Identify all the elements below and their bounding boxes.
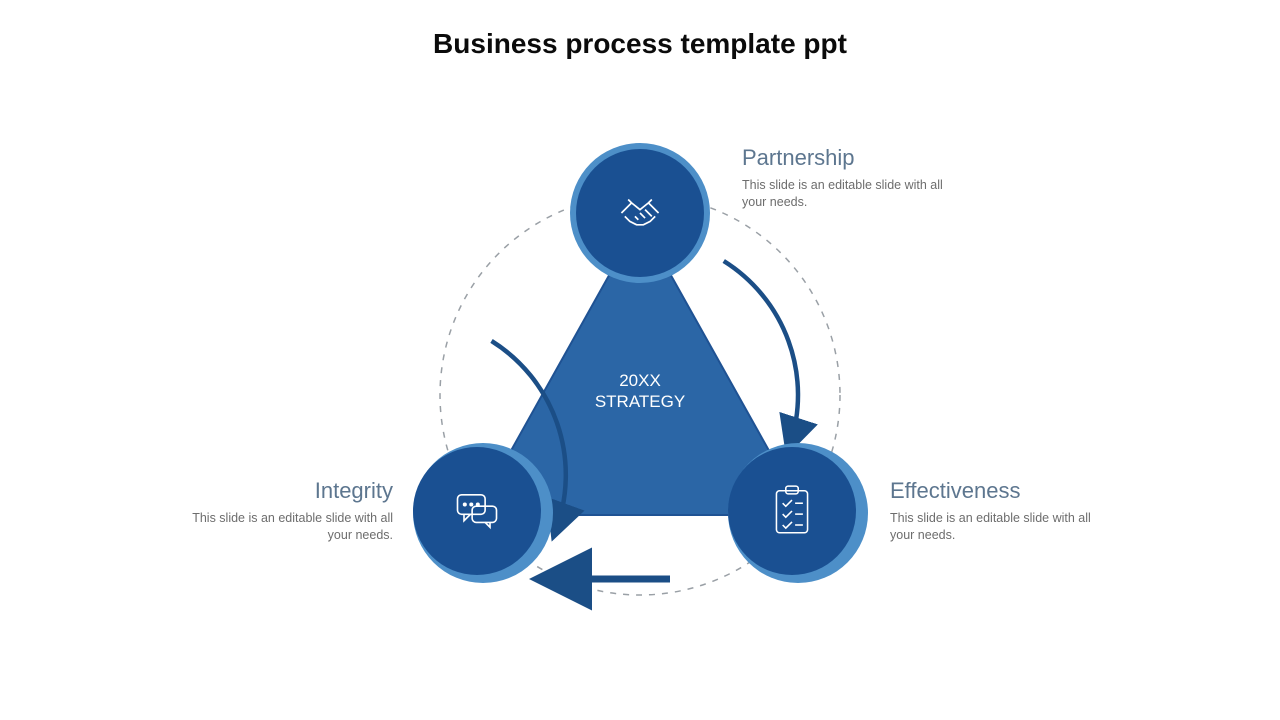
- label-desc: This slide is an editable slide with all…: [890, 510, 1110, 544]
- node-integrity: [413, 443, 553, 583]
- clipboard-icon: [728, 447, 856, 575]
- label-partnership: Partnership This slide is an editable sl…: [742, 145, 962, 211]
- node-effectiveness: [728, 443, 868, 583]
- label-integrity: Integrity This slide is an editable slid…: [173, 478, 393, 544]
- process-diagram: 20XX STRATEGY: [350, 115, 930, 675]
- handshake-icon: [576, 149, 704, 277]
- label-desc: This slide is an editable slide with all…: [173, 510, 393, 544]
- label-desc: This slide is an editable slide with all…: [742, 177, 962, 211]
- label-title: Integrity: [173, 478, 393, 504]
- label-title: Effectiveness: [890, 478, 1110, 504]
- page-title: Business process template ppt: [0, 28, 1280, 60]
- node-partnership: [570, 143, 710, 283]
- label-effectiveness: Effectiveness This slide is an editable …: [890, 478, 1110, 544]
- label-title: Partnership: [742, 145, 962, 171]
- chat-icon: [413, 447, 541, 575]
